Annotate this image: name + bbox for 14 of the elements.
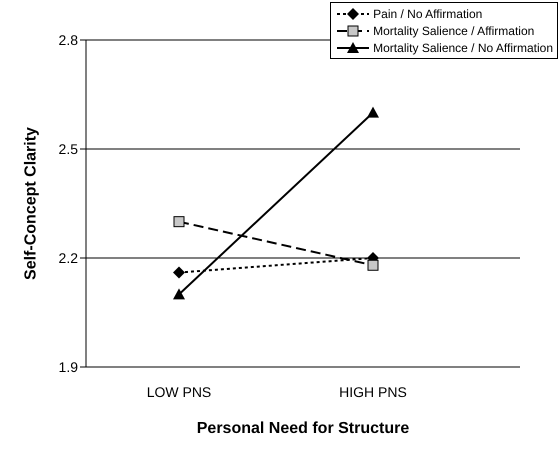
legend-label: Pain / No Affirmation [373, 6, 482, 20]
legend-label: Mortality Salience / No Affirmation [373, 40, 553, 54]
legend-label: Mortality Salience / Affirmation [373, 24, 534, 38]
point [173, 266, 185, 279]
x-tick-label: HIGH PNS [339, 384, 407, 400]
y-axis-title: Self-Concept Clarity [22, 126, 40, 280]
y-tick-label: 2.5 [58, 140, 78, 157]
point [368, 260, 378, 271]
y-tick-label: 1.9 [58, 358, 78, 375]
x-axis-title: Personal Need for Structure [196, 420, 410, 437]
x-tick-label: LOW PNS [146, 384, 212, 400]
y-tick-label: 2.8 [58, 32, 78, 48]
point [174, 216, 184, 228]
y-tick-label: 2.2 [58, 250, 78, 266]
